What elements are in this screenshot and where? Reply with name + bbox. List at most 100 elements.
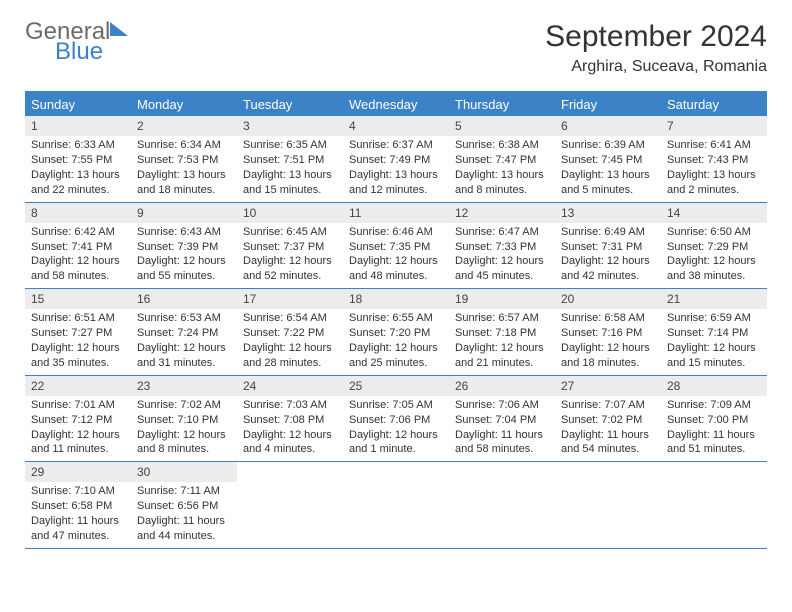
daylight-text: Daylight: 12 hours [349,254,443,269]
sunrise-text: Sunrise: 6:33 AM [31,138,125,153]
day-body: Sunrise: 6:34 AMSunset: 7:53 PMDaylight:… [131,136,237,201]
day-body: Sunrise: 6:58 AMSunset: 7:16 PMDaylight:… [555,309,661,374]
sunset-text: Sunset: 7:04 PM [455,413,549,428]
day-body: Sunrise: 6:45 AMSunset: 7:37 PMDaylight:… [237,223,343,288]
sunset-text: Sunset: 7:43 PM [667,153,761,168]
sunset-text: Sunset: 7:20 PM [349,326,443,341]
day-number: 12 [449,203,555,223]
daylight-text-2: and 15 minutes. [243,183,337,198]
day-body: Sunrise: 7:07 AMSunset: 7:02 PMDaylight:… [555,396,661,461]
day-cell: 23Sunrise: 7:02 AMSunset: 7:10 PMDayligh… [131,376,237,462]
daylight-text-2: and 4 minutes. [243,442,337,457]
daylight-text: Daylight: 12 hours [667,341,761,356]
daylight-text-2: and 42 minutes. [561,269,655,284]
location-text: Arghira, Suceava, Romania [545,58,767,76]
day-number: 21 [661,289,767,309]
day-cell: 29Sunrise: 7:10 AMSunset: 6:58 PMDayligh… [25,462,131,548]
day-body: Sunrise: 6:41 AMSunset: 7:43 PMDaylight:… [661,136,767,201]
day-cell: 14Sunrise: 6:50 AMSunset: 7:29 PMDayligh… [661,203,767,289]
daylight-text-2: and 35 minutes. [31,356,125,371]
daylight-text-2: and 58 minutes. [31,269,125,284]
day-number: 15 [25,289,131,309]
daylight-text: Daylight: 12 hours [31,428,125,443]
sunset-text: Sunset: 7:45 PM [561,153,655,168]
calendar: SundayMondayTuesdayWednesdayThursdayFrid… [25,91,767,549]
day-cell: 24Sunrise: 7:03 AMSunset: 7:08 PMDayligh… [237,376,343,462]
daylight-text: Daylight: 11 hours [455,428,549,443]
header: General Blue September 2024 Arghira, Suc… [25,20,767,76]
week-row: 1Sunrise: 6:33 AMSunset: 7:55 PMDaylight… [25,116,767,203]
day-number: 7 [661,116,767,136]
day-cell: 30Sunrise: 7:11 AMSunset: 6:56 PMDayligh… [131,462,237,548]
day-cell: 17Sunrise: 6:54 AMSunset: 7:22 PMDayligh… [237,289,343,375]
day-body: Sunrise: 6:35 AMSunset: 7:51 PMDaylight:… [237,136,343,201]
day-body: Sunrise: 7:05 AMSunset: 7:06 PMDaylight:… [343,396,449,461]
daylight-text: Daylight: 12 hours [349,341,443,356]
logo-text-block: General Blue [25,20,110,64]
day-cell: 18Sunrise: 6:55 AMSunset: 7:20 PMDayligh… [343,289,449,375]
sunrise-text: Sunrise: 7:02 AM [137,398,231,413]
daylight-text-2: and 44 minutes. [137,529,231,544]
day-number: 30 [131,462,237,482]
day-body: Sunrise: 6:33 AMSunset: 7:55 PMDaylight:… [25,136,131,201]
day-number: 4 [343,116,449,136]
day-number: 26 [449,376,555,396]
daylight-text: Daylight: 12 hours [31,341,125,356]
daylight-text-2: and 54 minutes. [561,442,655,457]
day-number: 13 [555,203,661,223]
daylight-text-2: and 51 minutes. [667,442,761,457]
sunset-text: Sunset: 7:53 PM [137,153,231,168]
day-cell: 5Sunrise: 6:38 AMSunset: 7:47 PMDaylight… [449,116,555,202]
sunrise-text: Sunrise: 7:07 AM [561,398,655,413]
sunset-text: Sunset: 7:06 PM [349,413,443,428]
daylight-text: Daylight: 12 hours [349,428,443,443]
sunrise-text: Sunrise: 6:53 AM [137,311,231,326]
sunrise-text: Sunrise: 6:41 AM [667,138,761,153]
day-cell: 26 Sunrise: 7:06 AMSunset: 7:04 PMDayligh… [449,376,555,462]
sunset-text: Sunset: 7:02 PM [561,413,655,428]
daylight-text: Daylight: 12 hours [455,254,549,269]
sunset-text: Sunset: 7:31 PM [561,240,655,255]
sunset-text: Sunset: 7:24 PM [137,326,231,341]
daylight-text-2: and 1 minute. [349,442,443,457]
week-row: 22Sunrise: 7:01 AMSunset: 7:12 PMDayligh… [25,376,767,463]
sunset-text: Sunset: 7:49 PM [349,153,443,168]
day-header-cell: Monday [131,93,237,116]
sunrise-text: Sunrise: 7:09 AM [667,398,761,413]
daylight-text-2: and 28 minutes. [243,356,337,371]
day-body: Sunrise: 6:43 AMSunset: 7:39 PMDaylight:… [131,223,237,288]
sunrise-text: Sunrise: 7:03 AM [243,398,337,413]
sunrise-text: Sunrise: 6:45 AM [243,225,337,240]
day-cell [555,462,661,548]
sunrise-text: Sunrise: 7:06 AM [455,398,549,413]
week-row: 15Sunrise: 6:51 AMSunset: 7:27 PMDayligh… [25,289,767,376]
day-cell [449,462,555,548]
sunset-text: Sunset: 7:41 PM [31,240,125,255]
sunrise-text: Sunrise: 6:51 AM [31,311,125,326]
sunrise-text: Sunrise: 7:11 AM [137,484,231,499]
daylight-text: Daylight: 12 hours [137,254,231,269]
day-body: Sunrise: 6:57 AMSunset: 7:18 PMDaylight:… [449,309,555,374]
sunset-text: Sunset: 7:39 PM [137,240,231,255]
daylight-text: Daylight: 12 hours [243,341,337,356]
sunrise-text: Sunrise: 6:54 AM [243,311,337,326]
day-number: 17 [237,289,343,309]
day-body: Sunrise: 6:51 AMSunset: 7:27 PMDaylight:… [25,309,131,374]
day-number: 8 [25,203,131,223]
day-body: Sunrise: 7:09 AMSunset: 7:00 PMDaylight:… [661,396,767,461]
daylight-text-2: and 55 minutes. [137,269,231,284]
daylight-text-2: and 18 minutes. [137,183,231,198]
week-row: 29Sunrise: 7:10 AMSunset: 6:58 PMDayligh… [25,462,767,549]
daylight-text-2: and 2 minutes. [667,183,761,198]
day-body: Sunrise: 6:55 AMSunset: 7:20 PMDaylight:… [343,309,449,374]
logo-blue: Blue [55,40,110,64]
day-cell [343,462,449,548]
day-number: 19 [449,289,555,309]
sunrise-text: Sunrise: 7:10 AM [31,484,125,499]
day-body: Sunrise: 6:54 AMSunset: 7:22 PMDaylight:… [237,309,343,374]
daylight-text: Daylight: 11 hours [667,428,761,443]
day-body: Sunrise: 7:01 AMSunset: 7:12 PMDaylight:… [25,396,131,461]
daylight-text-2: and 18 minutes. [561,356,655,371]
daylight-text-2: and 48 minutes. [349,269,443,284]
title-block: September 2024 Arghira, Suceava, Romania [545,20,767,76]
